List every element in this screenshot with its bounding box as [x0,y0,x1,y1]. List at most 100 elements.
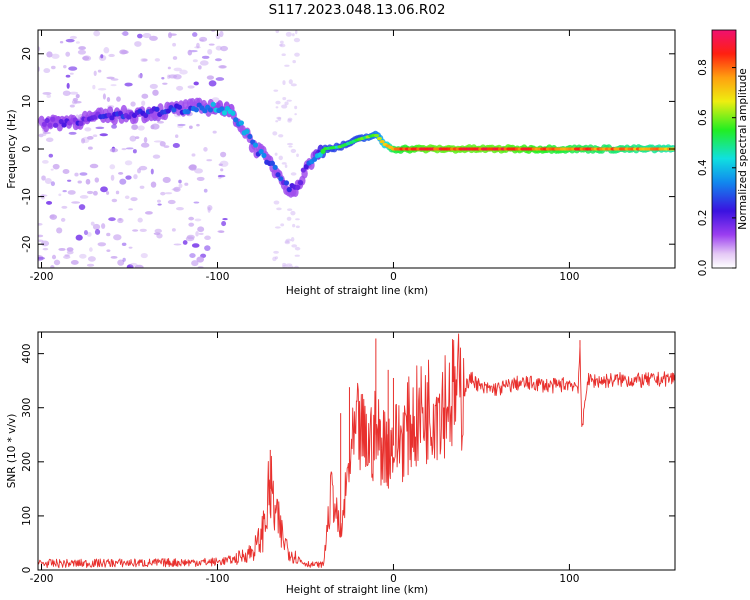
spectrogram-noise-blob [125,147,134,150]
spectrogram-ridge-cell [286,187,292,193]
spectrogram-noise-blob [108,53,115,58]
spectrogram-noise-blob [282,80,286,85]
spectrogram-noise-blob [77,180,82,184]
spectrogram-noise-blob [157,203,162,206]
spectrogram-noise-blob [42,131,51,135]
spectrogram-noise-blob [89,163,99,169]
spectrogram-noise-blob [191,260,199,267]
spectrogram-noise-blob [284,240,290,244]
spectrogram-noise-blob [176,207,184,211]
spectrogram-noise-blob [290,237,295,242]
colorbar-ticks: 0.0 0.2 0.4 0.6 0.8 [697,29,737,276]
spectrogram-noise-blob [42,131,47,137]
spectrogram-noise-blob [122,257,126,262]
spectrogram-noise-blob [70,260,79,265]
spectrogram-noise-blob [217,174,226,178]
spectrogram-noise-blob [177,124,184,129]
spectrogram-noise-blob [137,217,143,223]
spectrogram-noise-blob [287,208,293,211]
spectrogram-noise-blob [60,217,66,222]
spectrogram-noise-blob [281,104,288,109]
spectrogram-noise-blob [86,190,94,195]
spectrogram-noise-blob [189,253,196,258]
spectrogram-ridge-cell [47,122,53,128]
spectrogram-noise-blob [273,200,280,205]
spectrogram-noise-blob [141,93,149,99]
spectrogram-noise-blob [220,151,227,158]
spectrogram-ridge-cell [233,117,239,123]
spectrogram-ridge-cell [297,180,304,186]
snr-series-line [38,333,675,569]
spectrogram-noise-blob [182,240,188,245]
y-tick-label: 10 [21,95,33,108]
spectrogram-noise-blob [97,87,107,91]
snr-panel: -200 -100 0 100 0 100 200 300 400 Height of str… [6,331,676,596]
spectrogram-noise-blob [111,198,118,203]
spectrogram-ridge-cell [210,101,216,107]
spectrogram-noise-blob [154,58,161,62]
spectrogram-noise-blob [67,190,76,195]
spectrogram-x-ticks: -200 -100 0 100 [30,30,579,283]
spectrogram-noise-blob [71,99,78,105]
spectrogram-noise-blob [287,142,294,146]
spectrogram-y-label: Frequency (Hz) [6,109,18,188]
spectrogram-noise-blob [173,243,182,246]
x-tick-label: -100 [206,573,230,585]
spectrogram-noise-blob [78,204,86,210]
spectrogram-noise-blob [153,140,163,143]
spectrogram-noise-blob [132,229,139,232]
spectrogram-noise-blob [220,168,224,172]
spectrogram-noise-blob [67,179,72,182]
x-tick-label: -200 [30,271,54,283]
spectrogram-noise-blob [92,190,98,196]
spectrogram-noise-blob [141,100,146,106]
spectrogram-ridge-cell [320,148,326,154]
spectrogram-noise-blob [45,137,54,143]
spectrogram-noise-blob [124,82,133,87]
spectrogram-noise-blob [171,188,180,191]
spectrogram-noise-blob [128,208,133,211]
spectrogram-noise-blob [106,249,111,252]
spectrogram-noise-blob [222,218,228,221]
spectrogram-noise-blob [294,246,301,251]
spectrogram-noise-blob [133,174,138,180]
spectrogram-noise-blob [294,52,300,57]
spectrogram-noise-blob [58,193,62,197]
spectrogram-noise-blob [42,92,52,95]
spectrogram-noise-blob [284,64,290,67]
spectrogram-ridge-cell [221,110,228,116]
spectrogram-ridge-cell [379,139,385,144]
spectrogram-noise-blob [211,97,220,103]
spectrogram-noise-blob [212,130,217,134]
spectrogram-noise-blob [193,201,200,204]
spectrogram-noise-blob [69,72,74,75]
spectrogram-noise-blob [75,234,83,241]
spectrogram-noise-blob [214,58,222,62]
spectrogram-noise-blob [85,178,91,185]
spectrogram-noise-blob [196,256,205,263]
spectrogram-noise-blob [290,172,297,176]
spectrogram-noise-blob [53,259,61,266]
spectrogram-noise-blob [143,136,148,143]
spectrogram-noise-blob [87,256,96,262]
spectrogram-ridge-cell [52,122,59,128]
spectrogram-noise-blob [46,51,53,58]
spectrogram-noise-blob [169,33,177,36]
snr-frame [37,331,676,571]
spectrogram-noise-blob [106,97,111,103]
spectrogram-noise-blob [44,177,52,185]
spectrogram-noise-blob [192,32,198,37]
spectrogram-noise-blob [275,120,279,123]
spectrogram-noise-blob [194,218,202,222]
spectrogram-noise-blob [134,41,142,47]
spectrogram-ridge-cell [275,172,281,178]
spectrogram-noise-blob [58,247,66,251]
spectrogram-noise-blob [290,210,296,216]
spectrogram-noise-blob [178,179,182,184]
y-tick-label: 0 [21,567,33,574]
spectrogram-noise-blob [199,60,209,66]
spectrogram-noise-blob [116,96,121,102]
spectrogram-noise-blob [291,244,298,248]
spectrogram-noise-blob [274,256,279,260]
spectrogram-noise-blob [118,171,124,175]
